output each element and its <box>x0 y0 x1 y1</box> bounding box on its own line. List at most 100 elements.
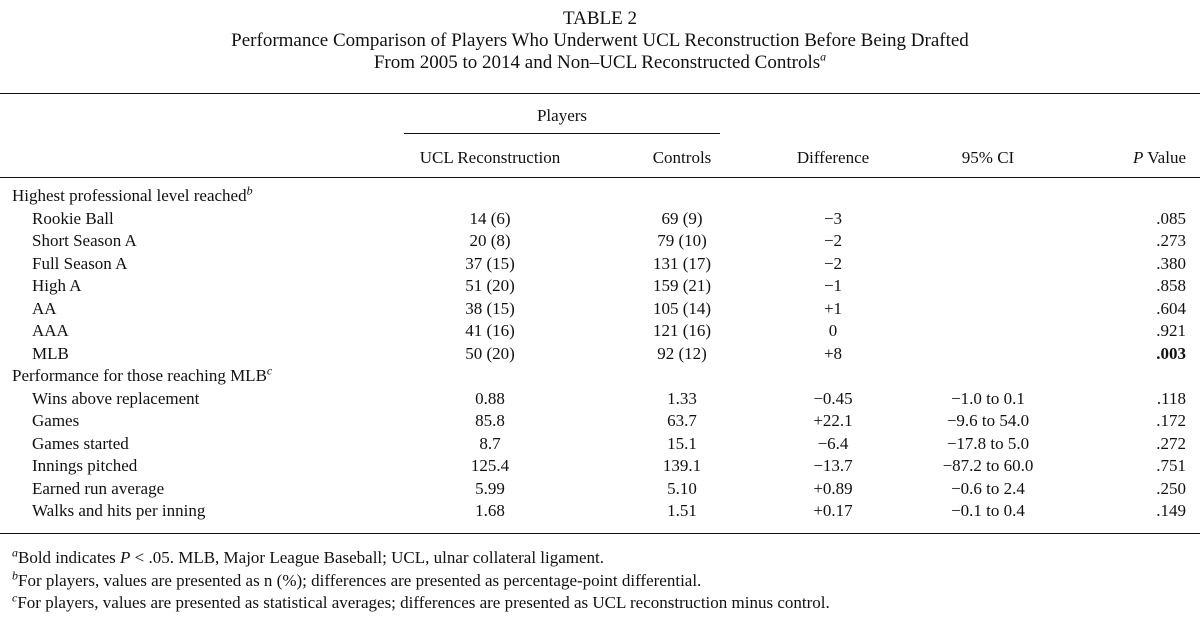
section-footnote-mark: b <box>246 183 253 198</box>
cell-difference: −6.4 <box>817 433 849 453</box>
footnote-mark: c <box>12 590 18 605</box>
cell-difference: −0.45 <box>813 388 853 408</box>
cell-ucl: 125.4 <box>470 456 510 475</box>
footnote: cFor players, values are presented as st… <box>12 590 830 614</box>
cell-difference: −3 <box>823 208 843 228</box>
header-bottom-rule <box>0 177 1200 178</box>
footnote-text: For players, values are presented as sta… <box>17 593 830 612</box>
col-header-ucl: UCL Reconstruction <box>419 148 561 167</box>
row-label: Full Season A <box>32 253 128 273</box>
cell-controls: 79 (10) <box>657 231 707 250</box>
cell-ucl: 41 (16) <box>465 321 515 340</box>
footnote: aBold indicates P < .05. MLB, Major Leag… <box>12 545 605 569</box>
cell-controls: 5.10 <box>667 478 697 498</box>
row-label: Walks and hits per inning <box>32 501 206 520</box>
cell-ucl: 14 (6) <box>469 208 511 228</box>
col-header-ci: 95% CI <box>961 148 1015 167</box>
cell-controls: 139.1 <box>662 456 702 475</box>
col-header-p-italic: P <box>1132 148 1144 167</box>
cell-ci: −0.1 to 0.4 <box>951 501 1025 520</box>
section-heading: Performance for those reaching MLBc <box>12 363 273 387</box>
cell-ucl: 5.99 <box>475 478 505 498</box>
row-label: Innings pitched <box>32 456 138 475</box>
section-heading-text: Performance for those reaching MLB <box>12 366 267 385</box>
table-top-rule <box>0 93 1200 94</box>
col-header-difference: Difference <box>796 148 870 167</box>
players-group-underline <box>404 133 720 134</box>
cell-difference: +0.17 <box>813 501 853 520</box>
cell-controls: 105 (14) <box>652 298 712 318</box>
cell-difference: +0.89 <box>813 478 853 498</box>
row-label: AAA <box>32 321 69 340</box>
cell-ci: −0.6 to 2.4 <box>951 478 1025 498</box>
table-bottom-rule <box>0 533 1200 534</box>
cell-p-value: .118 <box>1156 388 1186 408</box>
cell-difference: −1 <box>823 276 843 295</box>
cell-controls: 121 (16) <box>652 321 712 340</box>
row-label: High A <box>32 276 82 295</box>
table-title-footnote-mark: a <box>820 49 827 64</box>
table-title-block: TABLE 2 Performance Comparison of Player… <box>0 8 1200 74</box>
cell-difference: −2 <box>823 231 843 250</box>
table-title-line-1: Performance Comparison of Players Who Un… <box>231 30 969 51</box>
cell-controls: 159 (21) <box>652 276 712 295</box>
cell-controls: 63.7 <box>667 411 697 430</box>
cell-difference: −13.7 <box>813 456 853 475</box>
row-label: Rookie Ball <box>32 208 114 228</box>
row-label: Short Season A <box>32 231 137 250</box>
cell-controls: 15.1 <box>667 433 697 453</box>
row-label: Earned run average <box>32 478 165 498</box>
cell-controls: 131 (17) <box>652 253 712 273</box>
cell-controls: 92 (12) <box>657 343 707 363</box>
section-heading-text: Highest professional level reached <box>12 186 247 205</box>
cell-controls: 69 (9) <box>661 208 703 228</box>
col-header-p-rest: Value <box>1143 148 1186 167</box>
cell-ucl: 0.88 <box>475 388 505 408</box>
cell-ucl: 85.8 <box>475 411 505 430</box>
cell-p-value: .272 <box>1156 433 1186 453</box>
cell-difference: +1 <box>823 298 843 318</box>
cell-difference: −2 <box>823 253 843 273</box>
table-title-line-2: From 2005 to 2014 and Non–UCL Reconstruc… <box>0 49 1200 74</box>
cell-ucl: 37 (15) <box>465 253 515 273</box>
cell-ucl: 51 (20) <box>465 276 515 295</box>
players-group-header: Players <box>536 106 588 125</box>
cell-p-value: .858 <box>1156 276 1186 295</box>
cell-p-value: .250 <box>1156 478 1186 498</box>
cell-ci: −1.0 to 0.1 <box>951 388 1025 408</box>
cell-p-value: .604 <box>1156 298 1186 318</box>
row-label: MLB <box>32 343 69 363</box>
footnote: bFor players, values are presented as n … <box>12 569 701 592</box>
row-label: Wins above replacement <box>32 388 200 408</box>
cell-difference: +8 <box>823 343 843 363</box>
cell-ci: −87.2 to 60.0 <box>942 456 1034 475</box>
footnote-text: P <box>119 548 131 567</box>
cell-controls: 1.33 <box>667 388 697 408</box>
cell-ucl: 1.68 <box>475 501 505 520</box>
section-footnote-mark: c <box>266 363 273 378</box>
footnote-text: < .05. MLB, Major League Baseball; UCL, … <box>130 548 605 567</box>
cell-ci: −17.8 to 5.0 <box>946 433 1030 453</box>
cell-ucl: 20 (8) <box>469 231 511 250</box>
footnote-text: Bold indicates <box>18 548 120 567</box>
cell-p-value: .751 <box>1156 456 1186 475</box>
table-number: TABLE 2 <box>563 8 637 29</box>
footnote-mark: a <box>12 545 18 560</box>
cell-p-value: .085 <box>1156 208 1186 228</box>
cell-difference: +22.1 <box>813 411 853 430</box>
col-header-controls: Controls <box>652 148 712 167</box>
section-heading: Highest professional level reachedb <box>12 183 253 207</box>
cell-p-value: .172 <box>1156 411 1186 430</box>
cell-p-value: .921 <box>1156 321 1186 340</box>
cell-controls: 1.51 <box>667 501 697 520</box>
cell-ci: −9.6 to 54.0 <box>946 411 1030 430</box>
table-title-line-2-text: From 2005 to 2014 and Non–UCL Reconstruc… <box>373 52 821 73</box>
col-header-p-value: P Value <box>1080 148 1186 168</box>
cell-p-value: .149 <box>1156 501 1186 520</box>
cell-ucl: 50 (20) <box>465 343 515 363</box>
cell-p-value: .380 <box>1156 253 1186 273</box>
cell-p-value: .273 <box>1156 231 1186 250</box>
row-label: Games <box>32 411 80 430</box>
row-label: Games started <box>32 433 129 453</box>
cell-p-value: .003 <box>1156 343 1186 363</box>
